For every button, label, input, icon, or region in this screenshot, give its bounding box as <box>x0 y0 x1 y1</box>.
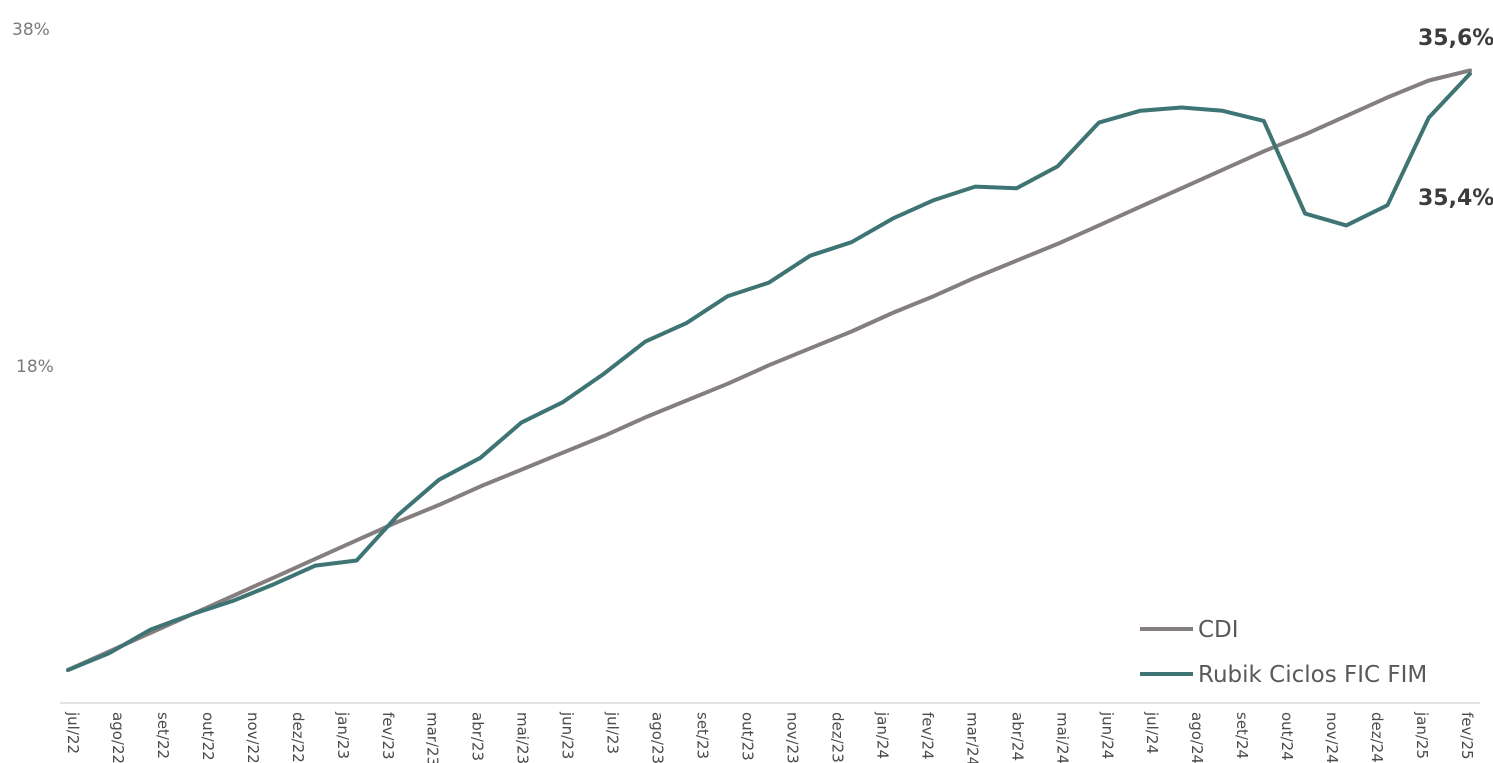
x-tick-label: out/23 <box>739 712 757 761</box>
legend: CDI Rubik Ciclos FIC FIM <box>1140 617 1427 688</box>
legend-label-rubik: Rubik Ciclos FIC FIM <box>1198 662 1427 688</box>
x-tick-label: nov/22 <box>244 712 262 763</box>
x-tick-label: dez/24 <box>1368 712 1386 763</box>
x-tick-label: jul/22 <box>64 711 82 754</box>
x-tick-label: jul/23 <box>604 711 622 754</box>
series-layer <box>66 68 1472 672</box>
end-labels: 35,6% 35,4% <box>1418 26 1493 211</box>
x-tick-label: mar/23 <box>424 712 442 763</box>
cdi-end-label: 35,6% <box>1418 26 1493 51</box>
x-axis: jul/22 ago/22 set/22 out/22 nov/22 dez/22 jan/… <box>64 711 1476 763</box>
x-tick-label: set/23 <box>694 712 712 759</box>
y-tick-label: 38% <box>12 20 50 40</box>
x-tick-label: nov/24 <box>1323 712 1341 763</box>
x-tick-label: ago/23 <box>649 712 667 763</box>
x-tick-label: ago/22 <box>109 712 127 763</box>
x-tick-label: mai/23 <box>514 712 532 763</box>
x-tick-label: nov/23 <box>784 712 802 763</box>
x-tick-label: fev/24 <box>918 712 936 760</box>
x-tick-label: mar/24 <box>963 712 981 763</box>
legend-label-cdi: CDI <box>1198 617 1239 643</box>
x-tick-label: jun/23 <box>559 711 577 759</box>
x-tick-label: jun/24 <box>1098 711 1116 759</box>
x-tick-label: set/22 <box>154 712 172 759</box>
y-axis: 38% 18% <box>12 20 54 377</box>
x-tick-label: jan/23 <box>334 711 352 759</box>
x-tick-label: mai/24 <box>1053 712 1071 763</box>
x-tick-label: out/22 <box>199 712 217 761</box>
x-tick-label: jan/25 <box>1413 711 1431 759</box>
x-tick-label: abr/23 <box>469 712 487 761</box>
x-tick-label: fev/23 <box>379 712 397 760</box>
series-line-cdi <box>66 68 1472 672</box>
x-tick-label: abr/24 <box>1008 712 1026 761</box>
y-tick-label: 18% <box>16 357 54 377</box>
x-tick-label: dez/23 <box>829 712 847 763</box>
x-tick-label: set/24 <box>1233 712 1251 759</box>
x-tick-label: jan/24 <box>873 711 891 759</box>
x-tick-label: jul/24 <box>1143 711 1161 754</box>
x-tick-label: dez/22 <box>289 712 307 763</box>
series-line-rubik <box>66 71 1472 672</box>
x-tick-label: out/24 <box>1278 712 1296 761</box>
x-tick-label: fev/25 <box>1458 712 1476 760</box>
x-tick-label: ago/24 <box>1188 712 1206 763</box>
rubik-end-label: 35,4% <box>1418 186 1493 211</box>
